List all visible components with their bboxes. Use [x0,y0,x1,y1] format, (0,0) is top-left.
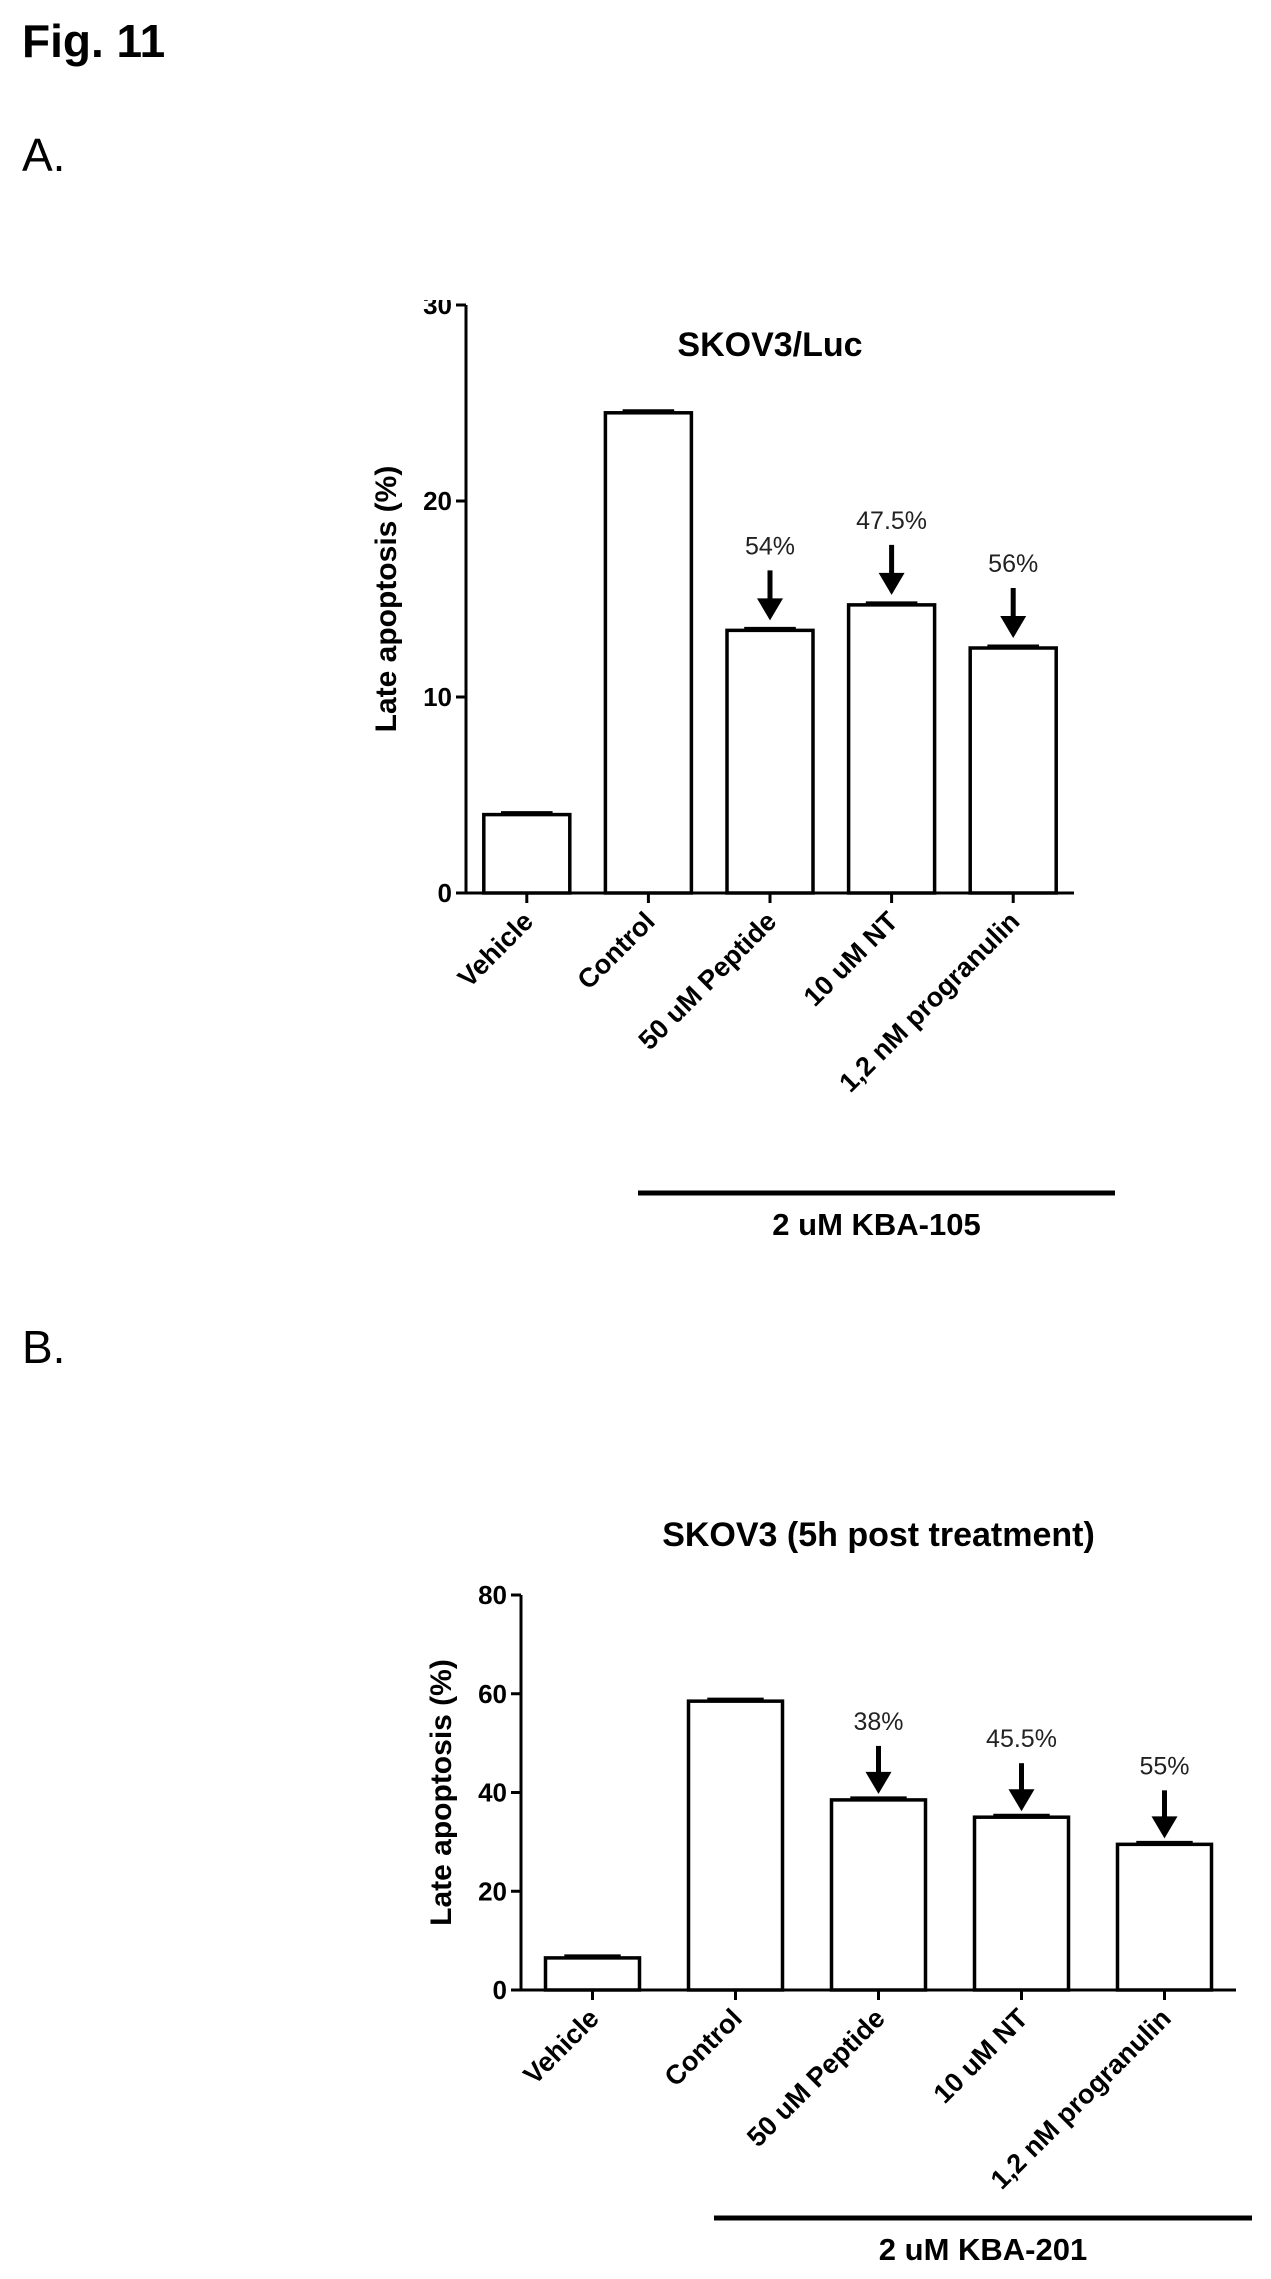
bar-0 [482,812,572,895]
annotation-label: 47.5% [856,507,927,535]
y-tick-label: 80 [478,1580,507,1610]
chart-a: SKOV3/Luc Late apoptosis (%) 0 10 20 30 Vehicl… [370,300,1115,1242]
bar-2 [829,1798,928,1992]
x-tick-label: 50 uM Peptide [741,2003,891,2153]
bar-3 [972,1815,1071,1992]
annotation-label: 54% [745,532,795,560]
panel-label-a: A. [22,129,66,181]
y-tick-label: 10 [423,682,452,712]
x-tick-label: Control [659,2003,748,2092]
arrow-head [1000,616,1027,638]
bar-0 [543,1956,642,1992]
bar-4 [1115,1842,1214,1992]
bar-1 [603,411,694,895]
y-tick-label: 0 [493,1975,507,2005]
x-tick-label: 10 uM NT [798,906,904,1012]
treatment-group-label: 2 uM KBA-201 [879,2232,1087,2267]
arrow-head [878,572,905,595]
panel-label-b: B. [22,1321,66,1373]
y-tick-label: 0 [438,878,452,908]
y-tick-label: 30 [423,300,452,320]
figure-label: Fig. 11 [22,15,166,67]
arrow-head [1008,1789,1035,1812]
x-tick-label: Vehicle [518,2003,605,2090]
arrow-head [865,1771,892,1794]
y-tick-label: 60 [478,1679,507,1709]
chart-title: SKOV3 (5h post treatment) [662,1516,1095,1554]
arrow-head [1151,1816,1178,1839]
bar-4 [968,646,1058,895]
annotation-label: 56% [988,550,1038,578]
bar-2 [725,628,815,895]
chart-title: SKOV3/Luc [677,326,862,364]
bar-1 [686,1699,785,1992]
annotation-label: 55% [1139,1752,1189,1780]
x-tick-label: Control [572,906,661,995]
chart-b: SKOV3 (5h post treatment) Late apoptosis … [425,1516,1252,2267]
treatment-group-label: 2 uM KBA-105 [772,1207,980,1242]
x-tick-label: Vehicle [452,906,539,993]
y-axis-label: Late apoptosis (%) [425,1659,458,1926]
annotation-label: 45.5% [986,1725,1057,1753]
x-tick-label: 10 uM NT [928,2003,1034,2109]
y-axis-label: Late apoptosis (%) [370,466,403,733]
y-tick-label: 20 [423,486,452,516]
y-tick-label: 20 [478,1876,507,1906]
arrow-head [757,598,783,621]
annotation-label: 38% [853,1708,903,1736]
bar-3 [846,603,937,895]
y-tick-label: 40 [478,1778,507,1808]
